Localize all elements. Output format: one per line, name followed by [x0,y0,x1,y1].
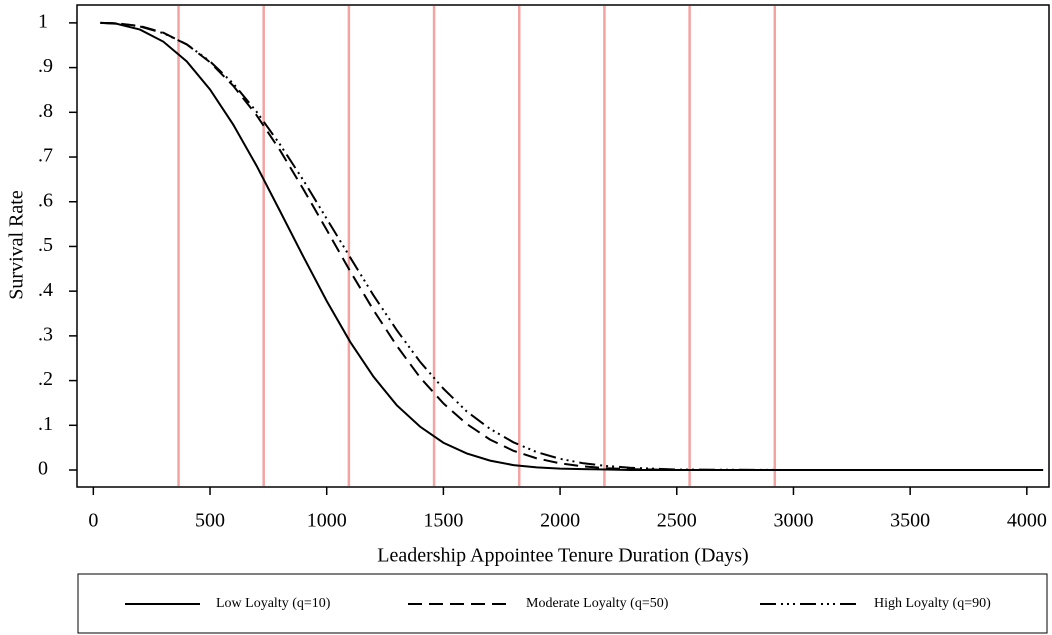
series-line [100,21,1044,472]
x-axis-title: Leadership Appointee Tenure Duration (Da… [377,545,748,567]
plot-frame [76,4,1050,488]
series-line [100,21,1044,472]
y-tick-label: .7 [38,145,53,167]
series-line [100,21,1044,472]
x-tick-label: 3500 [890,510,930,532]
legend-label: High Loyalty (q=90) [874,596,991,611]
y-tick-label: .2 [38,368,53,390]
x-tick-label: 2000 [540,510,580,532]
y-tick-label: .8 [38,100,53,122]
y-tick-label: .3 [38,323,53,345]
y-tick-label: 1 [38,10,48,32]
y-axis-title: Survival Rate [6,190,28,300]
y-tick-label: .6 [38,189,53,211]
x-tick-label: 0 [88,510,98,532]
y-tick-label: .4 [38,279,53,301]
x-tick-label: 3000 [773,510,813,532]
y-tick-label: .1 [38,413,53,435]
x-tick-label: 500 [195,510,225,532]
y-tick-label: 0 [38,458,48,480]
y-tick-label: .9 [38,55,53,77]
legend-label: Moderate Loyalty (q=50) [526,596,669,611]
x-tick-label: 4000 [1007,510,1047,532]
x-tick-label: 1000 [307,510,347,532]
x-tick-label: 2500 [657,510,697,532]
y-tick-label: .5 [38,234,53,256]
x-tick-label: 1500 [423,510,463,532]
legend-box [77,573,1048,634]
legend-label: Low Loyalty (q=10) [216,596,331,611]
